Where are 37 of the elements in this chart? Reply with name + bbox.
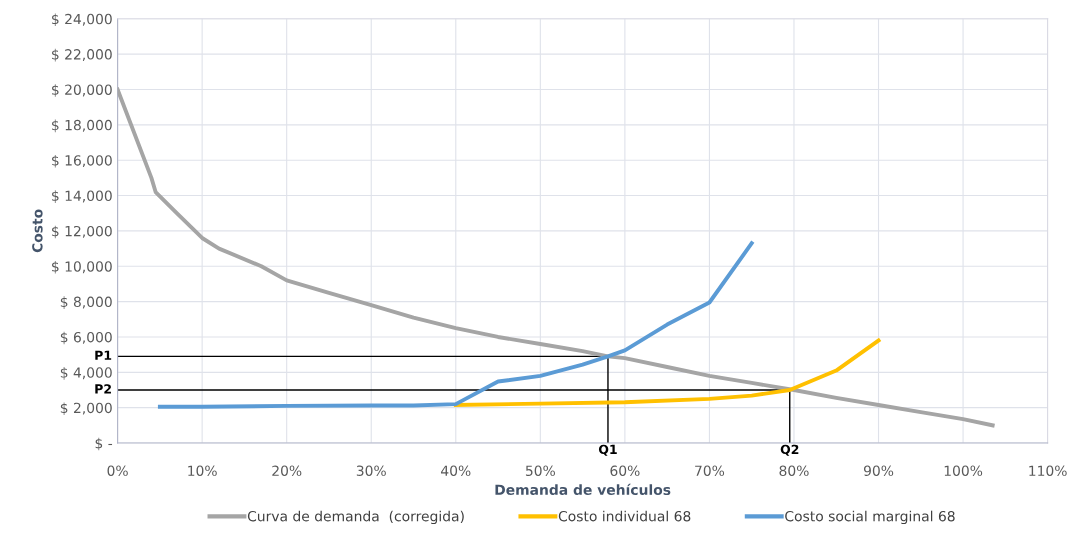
y-tick-label: $ 12,000 — [52, 225, 112, 239]
y-tick-label: $ 14,000 — [52, 190, 112, 203]
x-tick-label: 90% — [863, 465, 894, 476]
annotation: P1 — [95, 350, 112, 360]
y-tick-label: $ 24,000 — [52, 13, 112, 27]
x-tick-label: 70% — [695, 465, 725, 476]
x-tick-label: 40% — [441, 465, 471, 476]
y-axis-title: Costo — [32, 209, 43, 253]
y-tick-label: $ 18,000 — [52, 119, 112, 133]
annotation: P2 — [95, 384, 111, 394]
line-series — [157, 241, 754, 409]
x-axis-title: Demanda de vehículos — [495, 483, 671, 495]
legend-label: Costo social marginal 68 — [785, 510, 955, 525]
x-tick-label: 0% — [107, 465, 128, 476]
x-tick-label: 10% — [188, 465, 217, 476]
annotation: Q2 — [780, 444, 799, 456]
y-tick-label: $ 10,000 — [52, 260, 112, 274]
y-tick-label: $ 20,000 — [52, 84, 112, 97]
y-tick-label: $ 2,000 — [60, 402, 112, 415]
y-tick-label: $ - — [95, 437, 113, 451]
line-series — [453, 338, 881, 407]
y-tick-label: $ 8,000 — [60, 296, 112, 309]
x-tick-label: 100% — [944, 465, 983, 476]
y-tick-label: $ 4,000 — [60, 367, 112, 380]
legend-label: Costo individual 68 — [558, 510, 691, 522]
x-tick-label: 110% — [1029, 465, 1067, 476]
line-series — [117, 87, 995, 428]
legend-label: Curva de demanda (corregida) — [247, 510, 464, 525]
y-tick-label: $ 22,000 — [52, 48, 112, 62]
y-tick-label: $ 16,000 — [52, 154, 112, 168]
x-tick-label: 50% — [525, 465, 555, 476]
annotation: Q1 — [598, 444, 617, 456]
x-tick-label: 60% — [610, 465, 640, 476]
y-tick-label: $ 6,000 — [60, 331, 112, 345]
x-tick-label: 80% — [779, 465, 809, 476]
x-tick-label: 20% — [272, 465, 302, 476]
x-tick-label: 30% — [356, 465, 386, 476]
